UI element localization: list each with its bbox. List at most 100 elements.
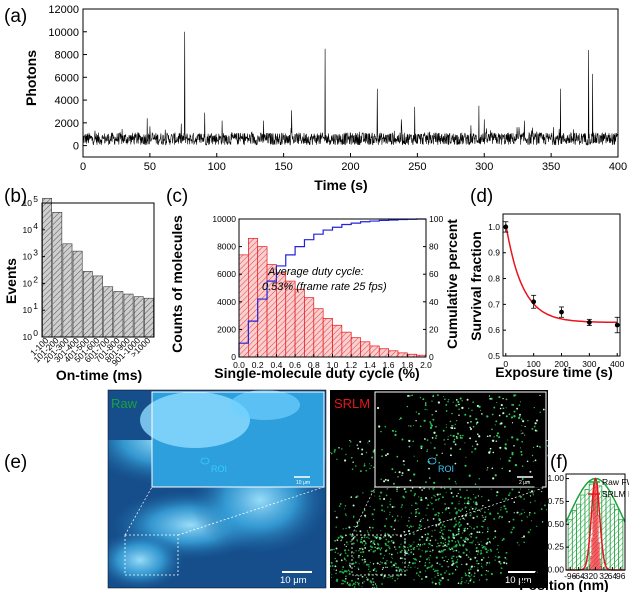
srlm-inset-dot <box>478 405 481 408</box>
srlm-inset-dot <box>459 397 462 400</box>
srlm-dot <box>368 440 371 443</box>
srlm-dot <box>364 514 367 517</box>
srlm-inset-dot <box>511 422 514 424</box>
srlm-dot <box>369 529 372 531</box>
srlm-dot <box>467 502 470 505</box>
y-right-tick-label-c: 40 <box>429 297 439 307</box>
srlm-dot <box>460 524 462 526</box>
srlm-dot <box>359 530 362 533</box>
srlm-inset-dot <box>495 440 498 442</box>
srlm-dot <box>445 545 448 548</box>
srlm-inset-dot <box>445 403 448 406</box>
srlm-dot <box>433 570 436 573</box>
srlm-dot <box>373 491 376 493</box>
srlm-dot <box>354 584 356 586</box>
srlm-dot <box>336 458 338 461</box>
srlm-dot <box>390 498 392 500</box>
srlm-dot <box>356 581 359 584</box>
srlm-dot <box>459 544 461 547</box>
srlm-dot <box>522 535 526 538</box>
srlm-dot <box>459 510 462 512</box>
srlm-dot <box>498 517 500 519</box>
srlm-dot <box>375 585 378 587</box>
x-tick-label-a: 300 <box>475 161 493 173</box>
srlm-inset-dot <box>450 434 452 437</box>
srlm-dot <box>508 520 511 523</box>
srlm-dot <box>463 540 466 543</box>
srlm-dot <box>365 536 368 538</box>
srlm-dot <box>455 512 458 515</box>
srlm-inset-dot <box>527 420 529 422</box>
srlm-dot <box>354 581 357 583</box>
srlm-dot <box>447 565 450 568</box>
srlm-dot <box>476 563 478 565</box>
y-tick-exponent-b: 5 <box>33 194 38 204</box>
srlm-dot <box>430 544 432 546</box>
srlm-dot <box>472 516 475 519</box>
srlm-dot <box>419 575 421 577</box>
srlm-dot <box>354 561 357 564</box>
srlm-dot <box>344 505 347 507</box>
srlm-dot <box>343 570 347 573</box>
srlm-inset-dot <box>401 438 404 441</box>
srlm-dot <box>404 490 407 493</box>
srlm-dot <box>499 571 502 574</box>
srlm-dot <box>354 575 356 577</box>
srlm-dot <box>341 571 344 574</box>
srlm-dot <box>452 562 455 565</box>
srlm-dot <box>535 525 538 528</box>
srlm-inset-dot <box>425 481 427 483</box>
srlm-inset-dot <box>396 455 399 458</box>
srlm-dot <box>457 492 459 495</box>
srlm-dot <box>372 540 374 542</box>
srlm-dot <box>358 568 360 571</box>
srlm-dot <box>361 542 364 544</box>
srlm-inset-dot <box>533 460 535 463</box>
raw-profile-bar <box>571 510 577 571</box>
srlm-dot <box>457 530 460 533</box>
srlm-dot <box>393 528 396 531</box>
srlm-dot <box>470 536 472 538</box>
srlm-dot <box>353 535 356 538</box>
srlm-dot <box>454 540 457 543</box>
srlm-dot <box>441 496 444 499</box>
srlm-dot <box>370 541 372 543</box>
srlm-dot <box>512 518 515 521</box>
srlm-dot <box>424 561 427 564</box>
srlm-dot <box>443 487 446 490</box>
srlm-dot <box>505 551 508 554</box>
srlm-inset-dot <box>451 412 453 415</box>
y-axis-label-d: Survival fraction <box>468 231 484 341</box>
srlm-dot <box>372 466 375 469</box>
x-tick-label-f: 64 <box>608 571 618 581</box>
srlm-dot <box>394 519 396 522</box>
srlm-dot <box>345 577 347 580</box>
srlm-dot <box>466 489 468 491</box>
x-tick-label-a: 50 <box>144 161 156 173</box>
srlm-dot <box>367 531 369 534</box>
srlm-inset-dot <box>499 458 501 460</box>
srlm-dot <box>437 523 440 526</box>
srlm-dot <box>468 508 471 511</box>
srlm-inset-dot <box>496 401 498 403</box>
srlm-dot <box>429 566 431 568</box>
srlm-dot <box>539 502 542 505</box>
srlm-dot <box>396 552 399 554</box>
srlm-dot <box>465 580 468 582</box>
srlm-dot <box>454 550 456 552</box>
srlm-dot <box>341 448 343 450</box>
srlm-dot <box>352 461 354 464</box>
srlm-dot <box>349 445 351 447</box>
srlm-dot <box>429 501 432 504</box>
srlm-dot <box>474 544 477 546</box>
srlm-dot <box>465 548 467 550</box>
srlm-dot <box>337 536 340 539</box>
srlm-dot <box>371 546 374 549</box>
srlm-inset-dot <box>454 423 456 425</box>
srlm-dot <box>421 550 423 552</box>
srlm-dot <box>439 521 442 523</box>
srlm-dot <box>449 529 452 532</box>
srlm-inset-dot <box>475 440 477 443</box>
x-tick-label-c: 0.4 <box>270 360 282 370</box>
srlm-dot <box>371 513 374 516</box>
